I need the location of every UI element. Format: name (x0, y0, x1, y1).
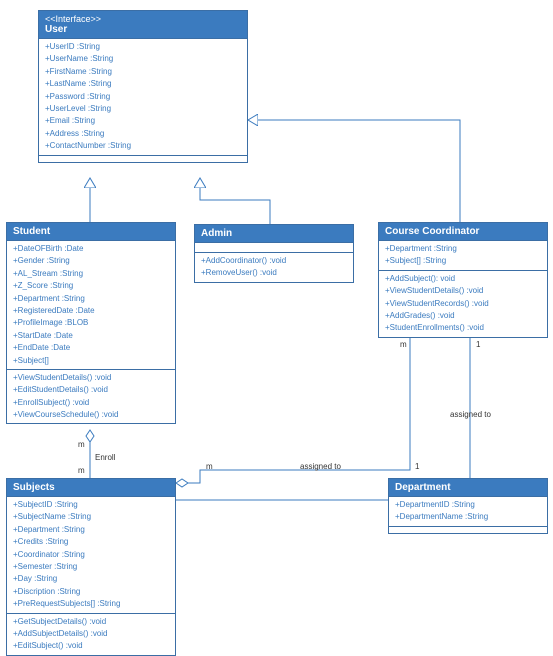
op: +AddSubject(): void (379, 273, 547, 285)
attr: +StartDate :Date (7, 330, 175, 342)
attr: +Department :String (7, 524, 175, 536)
label-assigned-to: assigned to (300, 462, 341, 471)
attr: +EndDate :Date (7, 342, 175, 354)
attr: +DateOFBirth :Date (7, 243, 175, 255)
class-student-attrs: +DateOFBirth :Date +Gender :String +AL_S… (7, 241, 175, 370)
label-m: m (78, 440, 85, 449)
class-admin-header: Admin (195, 225, 353, 243)
attr: +DepartmentID :String (389, 499, 547, 511)
attr: +ProfileImage :BLOB (7, 317, 175, 329)
class-coordinator: Course Coordinator +Department :String +… (378, 222, 548, 338)
attr: +UserID :String (39, 41, 247, 53)
class-user-attrs: +UserID :String +UserName :String +First… (39, 39, 247, 156)
op: +ViewStudentDetails() :void (379, 285, 547, 297)
class-user-stereotype: <<Interface>> (45, 14, 241, 24)
op: +ViewStudentRecords() :void (379, 298, 547, 310)
attr: +UserLevel :String (39, 103, 247, 115)
label-m: m (400, 340, 407, 349)
attr: +ContactNumber :String (39, 140, 247, 152)
label-one: 1 (415, 462, 419, 471)
class-student: Student +DateOFBirth :Date +Gender :Stri… (6, 222, 176, 424)
attr: +PreRequestSubjects[] :String (7, 598, 175, 610)
op: +StudentEnrollments() :void (379, 322, 547, 334)
attr: +Email :String (39, 115, 247, 127)
class-department-attrs: +DepartmentID :String +DepartmentName :S… (389, 497, 547, 527)
class-department-ops (389, 527, 547, 533)
class-student-ops: +ViewStudentDetails() :void +EditStudent… (7, 370, 175, 424)
attr: +Gender :String (7, 255, 175, 267)
class-department-name: Department (395, 482, 541, 493)
attr: +Department :String (7, 293, 175, 305)
attr: +DepartmentName :String (389, 511, 547, 523)
label-enroll: Enroll (95, 453, 115, 462)
op: +RemoveUser() :void (195, 267, 353, 279)
attr: +Subject[] (7, 355, 175, 367)
class-student-name: Student (13, 226, 169, 237)
class-coordinator-ops: +AddSubject(): void +ViewStudentDetails(… (379, 271, 547, 337)
attr: +Discription :String (7, 586, 175, 598)
class-subjects-header: Subjects (7, 479, 175, 497)
op: +GetSubjectDetails() :void (7, 616, 175, 628)
op: +AddGrades() :void (379, 310, 547, 322)
attr: +Z_Score :String (7, 280, 175, 292)
label-assigned-to: assigned to (450, 410, 491, 419)
attr: +SubjectID :String (7, 499, 175, 511)
op: +AddCoordinator() :void (195, 255, 353, 267)
class-department-header: Department (389, 479, 547, 497)
class-user: <<Interface>> User +UserID :String +User… (38, 10, 248, 163)
class-user-ops (39, 156, 247, 162)
op: +ViewCourseSchedule() :void (7, 409, 175, 421)
attr: +Password :String (39, 91, 247, 103)
class-coordinator-name: Course Coordinator (385, 226, 541, 237)
attr: +RegisteredDate :Date (7, 305, 175, 317)
attr: +Day :String (7, 573, 175, 585)
attr: +Address :String (39, 128, 247, 140)
class-subjects: Subjects +SubjectID :String +SubjectName… (6, 478, 176, 656)
class-admin-ops: +AddCoordinator() :void +RemoveUser() :v… (195, 253, 353, 282)
op: +EnrollSubject() :void (7, 397, 175, 409)
attr: +UserName :String (39, 53, 247, 65)
label-one: 1 (476, 340, 480, 349)
attr: +SubjectName :String (7, 511, 175, 523)
class-coordinator-attrs: +Department :String +Subject[] :String (379, 241, 547, 271)
class-department: Department +DepartmentID :String +Depart… (388, 478, 548, 534)
class-admin-attrs (195, 243, 353, 253)
class-subjects-attrs: +SubjectID :String +SubjectName :String … (7, 497, 175, 614)
class-user-header: <<Interface>> User (39, 11, 247, 39)
class-subjects-ops: +GetSubjectDetails() :void +AddSubjectDe… (7, 614, 175, 655)
attr: +FirstName :String (39, 66, 247, 78)
class-admin-name: Admin (201, 228, 347, 239)
class-student-header: Student (7, 223, 175, 241)
op: +AddSubjectDetails() :void (7, 628, 175, 640)
label-m: m (78, 466, 85, 475)
class-coordinator-header: Course Coordinator (379, 223, 547, 241)
attr: +AL_Stream :String (7, 268, 175, 280)
class-admin: Admin +AddCoordinator() :void +RemoveUse… (194, 224, 354, 283)
attr: +Subject[] :String (379, 255, 547, 267)
class-subjects-name: Subjects (13, 482, 169, 493)
op: +EditStudentDetails() :void (7, 384, 175, 396)
attr: +Department :String (379, 243, 547, 255)
class-user-name: User (45, 24, 241, 35)
attr: +Semester :String (7, 561, 175, 573)
attr: +LastName :String (39, 78, 247, 90)
op: +EditSubject() :void (7, 640, 175, 652)
attr: +Credits :String (7, 536, 175, 548)
attr: +Coordinator :String (7, 549, 175, 561)
label-m: m (206, 462, 213, 471)
op: +ViewStudentDetails() :void (7, 372, 175, 384)
